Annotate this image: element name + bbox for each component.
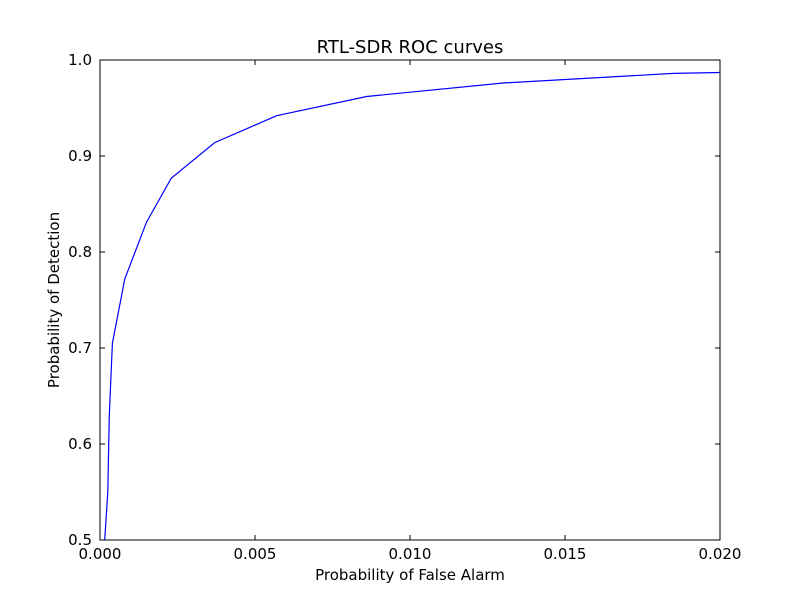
chart-title: RTL-SDR ROC curves [317,37,504,58]
y-tick-label: 0.6 [68,435,92,453]
x-tick-label: 0.010 [389,545,432,563]
x-tick-label: 0.020 [699,545,742,563]
roc-curve-line [104,71,720,540]
x-tick-label: 0.005 [234,545,277,563]
x-tick-label: 0.000 [79,545,122,563]
plot-frame [99,59,721,541]
y-tick-label: 0.9 [68,147,92,165]
plot-area: 0.000 0.005 0.010 0.015 0.020 0.5 0.6 0.7 0.8 0.9… [68,51,741,563]
y-tick-label: 1.0 [68,51,92,69]
y-tick-label: 0.5 [68,531,92,549]
y-axis-label: Probability of Detection [45,212,63,388]
y-tick-label: 0.8 [68,243,92,261]
x-tick-label: 0.015 [544,545,587,563]
x-axis-label: Probability of False Alarm [315,566,505,584]
y-tick-label: 0.7 [68,339,92,357]
